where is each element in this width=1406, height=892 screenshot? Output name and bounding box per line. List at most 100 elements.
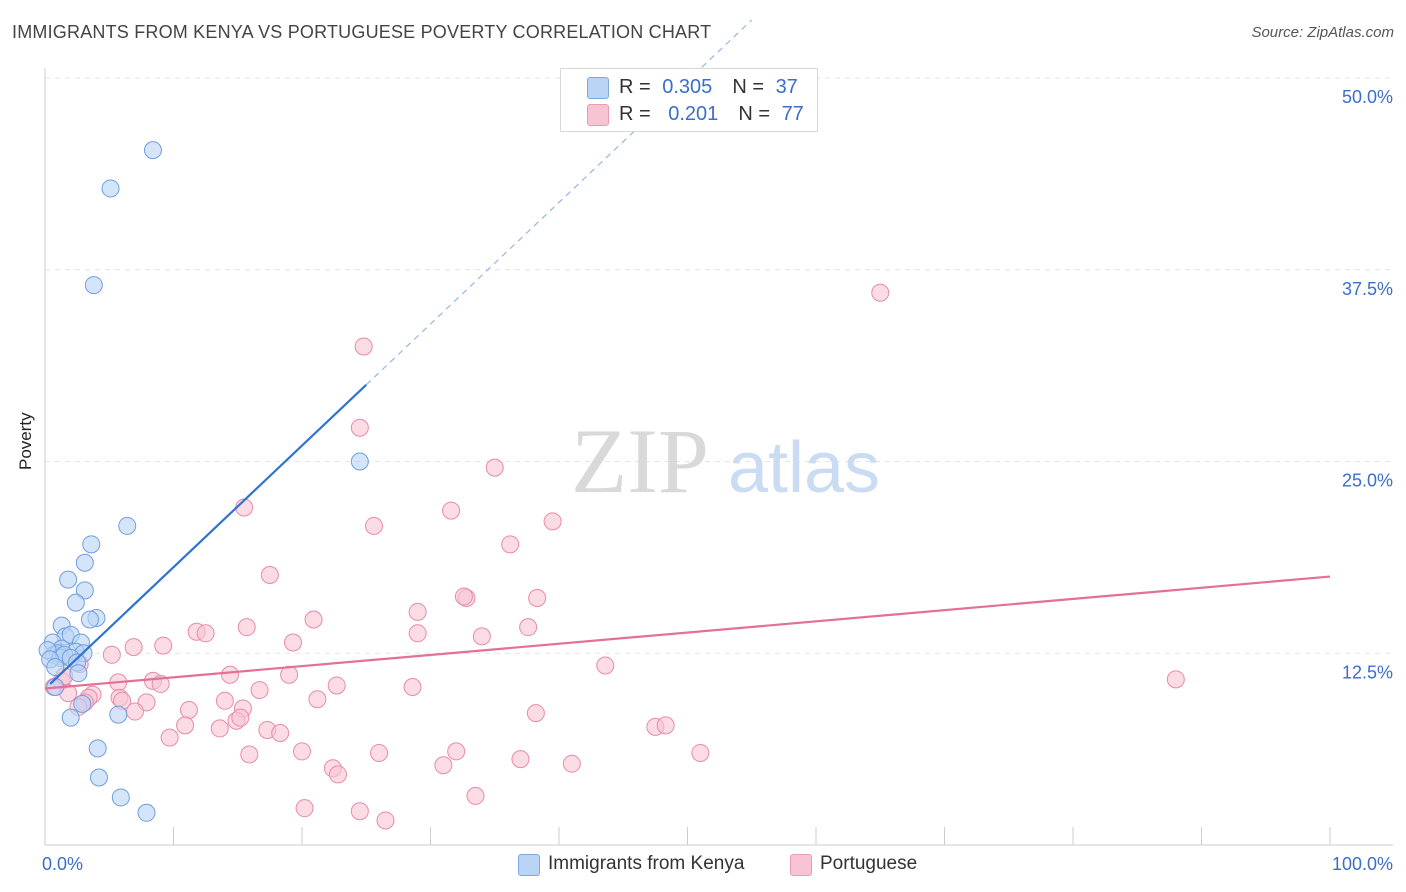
portuguese-point-21	[284, 633, 303, 652]
portuguese-point-28	[221, 665, 240, 684]
legend-n-value-portuguese: 77	[781, 102, 804, 125]
legend-r-value-portuguese: 0.201	[668, 102, 719, 125]
portuguese-point-9	[260, 566, 279, 585]
portuguese-point-72	[295, 799, 314, 818]
y-tick-label-0: 12.5%	[1342, 662, 1393, 682]
kenya-trend-line	[49, 384, 368, 685]
portuguese-point-64	[447, 742, 466, 761]
portuguese-point-61	[293, 742, 311, 761]
portuguese-point-20	[519, 618, 538, 637]
kenya-point-28	[46, 658, 65, 677]
portuguese-point-23	[124, 638, 143, 657]
kenya-point-1	[101, 179, 120, 198]
legend-n-label: N =	[738, 102, 770, 125]
portuguese-point-57	[656, 716, 675, 735]
kenya-point-11	[80, 610, 99, 629]
portuguese-point-63	[370, 743, 389, 762]
portuguese-point-13	[408, 602, 427, 621]
y-tick-label-2: 37.5%	[1342, 279, 1393, 299]
legend-row-kenya: R = 0.305 N = 37	[619, 75, 798, 99]
portuguese-point-7	[364, 516, 383, 535]
kenya-point-0	[143, 141, 162, 160]
legend-n-value-kenya: 37	[775, 75, 798, 98]
kenya-point-35	[89, 768, 108, 787]
portuguese-point-19	[472, 627, 491, 646]
portuguese-point-12	[528, 589, 547, 608]
legend-bottom-label-kenya: Immigrants from Kenya	[548, 853, 745, 874]
kenya-point-7	[59, 570, 78, 589]
portuguese-point-11	[454, 587, 473, 606]
portuguese-point-52	[176, 716, 195, 735]
portuguese-point-14	[304, 610, 323, 629]
portuguese-point-62	[240, 745, 259, 764]
portuguese-point-27	[596, 656, 615, 675]
axes	[44, 68, 1393, 846]
y-tick-label-1: 25.0%	[1342, 471, 1393, 491]
portuguese-points	[44, 283, 1185, 830]
kenya-point-4	[118, 516, 137, 535]
kenya-point-32	[109, 705, 128, 724]
portuguese-point-1	[354, 337, 373, 356]
y-tick-label-3: 50.0%	[1342, 87, 1393, 107]
watermark-atlas: atlas	[728, 428, 880, 508]
portuguese-point-53	[210, 719, 229, 738]
watermark-zip: ZIP	[571, 410, 709, 512]
legend-r-label: R =	[619, 102, 651, 125]
kenya-point-34	[88, 739, 107, 758]
portuguese-point-60	[231, 708, 250, 727]
portuguese-point-68	[328, 765, 347, 784]
watermark: ZIP atlas	[571, 410, 880, 512]
portuguese-point-8	[501, 535, 520, 554]
legend-swatch-portuguese	[587, 104, 609, 126]
portuguese-point-43	[215, 691, 234, 710]
portuguese-point-44	[308, 690, 327, 709]
portuguese-point-34	[403, 677, 422, 696]
legend-swatch-kenya	[587, 77, 609, 99]
portuguese-point-22	[154, 636, 173, 655]
portuguese-point-35	[250, 681, 269, 700]
portuguese-point-51	[526, 704, 545, 723]
legend-row-portuguese: R = 0.201 N = 77	[619, 102, 804, 126]
portuguese-point-74	[376, 811, 395, 830]
portuguese-point-73	[350, 802, 369, 821]
legend-bottom-swatch-portuguese	[790, 854, 812, 876]
portuguese-point-3	[485, 458, 504, 477]
portuguese-point-2	[350, 418, 369, 437]
legend-r-label: R =	[619, 75, 651, 98]
gridlines	[45, 77, 1393, 654]
kenya-point-33	[61, 708, 80, 727]
legend-bottom-label-portuguese: Portuguese	[820, 853, 918, 874]
kenya-point-8	[75, 581, 94, 600]
kenya-points	[38, 141, 369, 822]
portuguese-point-6	[543, 512, 562, 531]
portuguese-point-18	[408, 624, 427, 643]
portuguese-point-0	[871, 283, 890, 302]
portuguese-point-70	[562, 754, 581, 773]
portuguese-point-49	[179, 701, 198, 720]
x-tick-label-1: 100.0%	[1332, 854, 1393, 874]
portuguese-point-71	[466, 786, 485, 805]
portuguese-point-75	[1166, 670, 1185, 689]
portuguese-point-5	[442, 501, 461, 520]
chart-title: IMMIGRANTS FROM KENYA VS PORTUGUESE POVE…	[12, 22, 712, 42]
series-legend: Immigrants from Kenya Portuguese	[0, 852, 1406, 876]
correlation-legend: R = 0.305 N = 37 R = 0.201 N = 77	[560, 68, 818, 132]
x-tick-label-0: 0.0%	[42, 854, 83, 874]
kenya-point-36	[111, 788, 130, 807]
portuguese-point-17	[196, 624, 215, 643]
portuguese-point-24	[102, 645, 121, 664]
kenya-point-5	[82, 535, 101, 554]
kenya-point-2	[84, 276, 103, 295]
source-label: Source: ZipAtlas.com	[1251, 24, 1394, 41]
portuguese-point-33	[327, 676, 346, 695]
y-axis-label: Poverty	[16, 412, 35, 470]
portuguese-trend-line	[44, 575, 1331, 690]
kenya-point-31	[73, 694, 92, 713]
portuguese-point-55	[271, 724, 290, 743]
portuguese-point-66	[691, 743, 710, 762]
portuguese-point-58	[160, 728, 179, 747]
legend-r-value-kenya: 0.305	[662, 75, 713, 98]
portuguese-point-69	[434, 756, 453, 775]
legend-bottom-swatch-kenya	[518, 854, 540, 876]
